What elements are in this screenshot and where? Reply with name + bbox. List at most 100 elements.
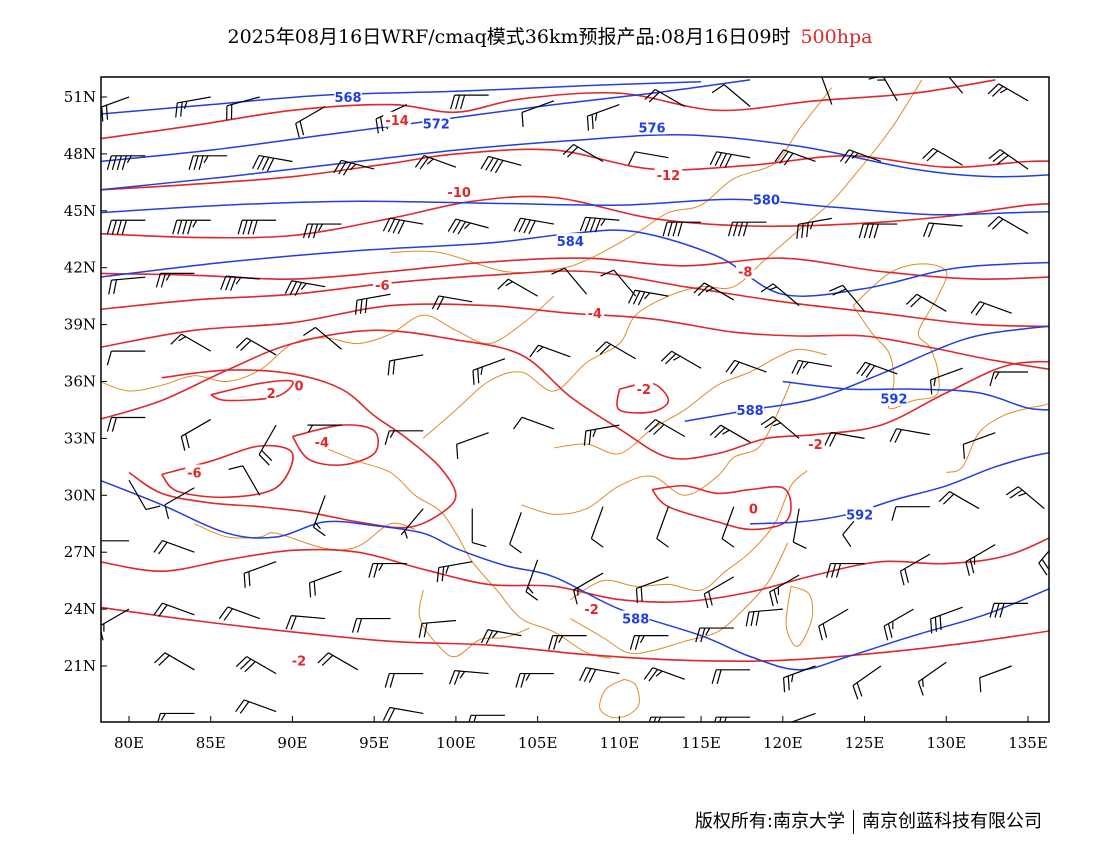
wind-barb <box>922 222 963 238</box>
wind-barb <box>529 344 571 358</box>
wind-barb <box>101 540 129 542</box>
lon-tick-label: 85E <box>196 734 226 752</box>
wind-barb <box>889 428 931 443</box>
height-label-bg <box>621 610 650 626</box>
lat-tick-label: 30N <box>64 486 96 504</box>
height-contour <box>750 452 1049 525</box>
wind-barb <box>579 216 620 233</box>
wind-barb <box>922 147 963 166</box>
wind-barb <box>852 665 882 700</box>
wind-barb <box>644 418 686 438</box>
lon-tick-label: 100E <box>436 734 476 752</box>
temperature-label: -10 <box>447 186 471 201</box>
wind-barb <box>382 706 424 722</box>
wind-barb <box>387 354 424 376</box>
lat-tick-label: 42N <box>64 259 96 277</box>
border-line <box>521 381 792 515</box>
temperature-label: -2 <box>292 654 306 669</box>
temperature-contour <box>101 536 1049 603</box>
wind-barb <box>905 293 947 312</box>
border-line <box>570 470 808 601</box>
wind-barb <box>774 149 816 166</box>
temperature-label: -8 <box>738 265 752 280</box>
temperature-contour <box>128 369 457 529</box>
wind-barb <box>548 635 587 650</box>
lat-tick-label: 33N <box>64 429 96 447</box>
wind-barb <box>521 100 555 127</box>
border-line <box>101 295 555 392</box>
wind-barb <box>308 570 342 598</box>
lat-tick-label: 36N <box>64 373 96 391</box>
height-label-bg <box>334 89 362 104</box>
wind-barb <box>382 217 424 235</box>
temperature-contour <box>210 379 294 402</box>
height-contour <box>101 134 1049 191</box>
height-label-bg <box>556 233 585 249</box>
wind-barb <box>431 295 473 311</box>
wind-barb <box>635 576 669 604</box>
height-contour <box>101 229 1049 297</box>
wind-barb <box>695 627 734 643</box>
wind-barb <box>414 154 457 170</box>
wind-barb <box>791 359 832 375</box>
temperature-contour <box>651 484 792 531</box>
wind-barb <box>600 269 637 297</box>
wind-barb <box>307 424 342 433</box>
temperature-label: -2 <box>808 438 822 453</box>
temperature-contour <box>101 606 1049 662</box>
wind-barb <box>106 416 146 432</box>
temperature-label: -6 <box>187 467 201 482</box>
wind-barb <box>711 669 751 684</box>
wind-barb <box>515 672 554 688</box>
wind-barb <box>497 278 538 297</box>
temperature-contour <box>291 424 380 467</box>
wind-barb <box>447 218 489 235</box>
lat-tick-label: 51N <box>64 88 96 106</box>
wind-barb <box>180 418 212 451</box>
temperature-label-bg <box>185 464 204 480</box>
lon-tick-label: 110E <box>600 734 640 752</box>
wind-barb <box>883 608 914 641</box>
wind-barb <box>930 367 963 395</box>
temperature-contour <box>101 257 1049 280</box>
temperature-label: 0 <box>294 379 303 394</box>
wind-barb <box>825 562 865 578</box>
border-line <box>390 87 833 274</box>
wind-barb <box>930 77 964 94</box>
lat-tick-label: 27N <box>64 543 96 561</box>
height-label-bg <box>752 191 781 207</box>
height-label: 592 <box>880 393 907 408</box>
lon-tick-label: 115E <box>681 734 721 752</box>
height-label-bg <box>880 390 908 406</box>
temperature-label: -4 <box>588 307 602 322</box>
wind-barb <box>354 293 391 315</box>
wind-barb <box>965 544 996 576</box>
height-contour <box>101 479 1049 671</box>
border-line <box>553 348 828 455</box>
wind-barb <box>714 716 751 722</box>
wind-barb <box>418 619 456 638</box>
wind-barb <box>790 712 816 722</box>
plot-frame <box>100 76 1050 723</box>
temperature-label-bg <box>445 183 473 199</box>
wind-barb <box>858 223 898 239</box>
lat-tick-label: 24N <box>64 600 96 618</box>
wind-barb <box>164 487 195 519</box>
wind-barb <box>101 96 130 122</box>
map-title: 2025年08月16日WRF/cmaq模式36km预报产品:08月16日09时 5… <box>0 22 1100 49</box>
wind-barb <box>709 151 751 168</box>
height-label: 572 <box>423 118 450 133</box>
height-label: 588 <box>737 404 764 419</box>
wind-barb <box>218 606 260 621</box>
wind-barb <box>989 371 1028 387</box>
wind-barb <box>725 359 767 375</box>
temperature-label-bg <box>582 601 601 617</box>
title-main: 2025年08月16日WRF/cmaq模式36km预报产品:08月16日09时 <box>227 26 791 48</box>
wind-barb <box>303 326 342 350</box>
wind-barb <box>312 495 326 537</box>
wind-barb <box>172 219 211 235</box>
wind-barb <box>930 606 963 634</box>
wind-barb <box>295 105 326 138</box>
height-label-bg <box>422 115 451 131</box>
